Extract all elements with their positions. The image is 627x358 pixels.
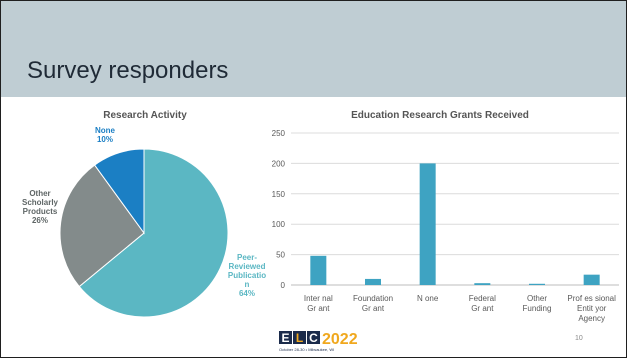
bar-federal-grant: [474, 283, 491, 285]
logo-e-letter: E: [281, 331, 289, 345]
bar-marks: [310, 163, 600, 285]
bar-internal-grant: [310, 255, 327, 285]
bar-none: [419, 163, 436, 285]
x-tick-label: Prof es sional Entit yor Agency: [567, 294, 616, 323]
bar-other-funding: [529, 283, 545, 285]
x-tick-label: Inter nal Gr ant: [304, 294, 333, 313]
pie-slice-other-scholarly-products: [59, 164, 145, 288]
elc-logo: E L C 2022 October 28-30 • Milwaukee, WI: [279, 331, 358, 352]
bar-chart-title: Education Research Grants Received: [351, 110, 529, 121]
logo-subtitle: October 28-30 • Milwaukee, WI: [279, 347, 334, 352]
x-tick-label: Other Funding: [523, 294, 552, 313]
bar-foundation-grant: [365, 278, 381, 285]
slide-title: Survey responders: [27, 57, 229, 84]
logo-year: 2022: [322, 331, 358, 348]
bar-chart: Education Research Grants Received 0 50 10…: [272, 110, 619, 323]
y-tick-label: 0: [281, 281, 286, 290]
pie-slice-none: [93, 148, 145, 235]
logo-c-letter: C: [309, 331, 318, 345]
x-tick-label: Federal Gr ant: [469, 294, 496, 313]
pie-chart-title: Research Activity: [103, 110, 187, 121]
pie-label-other-scholarly-products: Other Scholarly Products 26%: [22, 189, 59, 225]
logo-l-letter: L: [296, 331, 303, 345]
y-tick-label: 250: [272, 129, 286, 138]
x-tick-label: N one: [417, 294, 439, 303]
pie-labels: Peer-Reviewed Publicatio n 64% Other Scholarl…: [22, 126, 266, 298]
logo-e-box: [279, 331, 292, 344]
pie-label-peer-reviewed-publication: Peer-Reviewed Publicatio n 64%: [228, 253, 266, 298]
logo-l-box: [293, 331, 306, 344]
x-tick-label: Foundation Gr ant: [353, 294, 393, 313]
title-band: [1, 1, 626, 97]
y-tick-label: 200: [272, 159, 286, 168]
bar-y-tick-labels: 0 50 100 150 200 250: [272, 129, 286, 290]
page-number: 10: [575, 335, 583, 342]
bar-professional-entity-or-agency: [583, 274, 600, 285]
bar-x-tick-labels: Inter nal Gr ant Foundation Gr ant N one Fede…: [304, 294, 616, 323]
bar-gridlines: [291, 132, 619, 286]
pie-slice-peer-reviewed-publication: [78, 148, 229, 318]
pie-label-none: None 10%: [95, 126, 116, 144]
logo-c-box: [307, 331, 320, 344]
pie-slices: [59, 148, 229, 318]
y-tick-label: 100: [272, 220, 286, 229]
y-tick-label: 50: [276, 251, 285, 260]
y-tick-label: 150: [272, 190, 286, 199]
pie-chart: Research Activity Peer-Reviewed Publicati…: [22, 110, 266, 318]
